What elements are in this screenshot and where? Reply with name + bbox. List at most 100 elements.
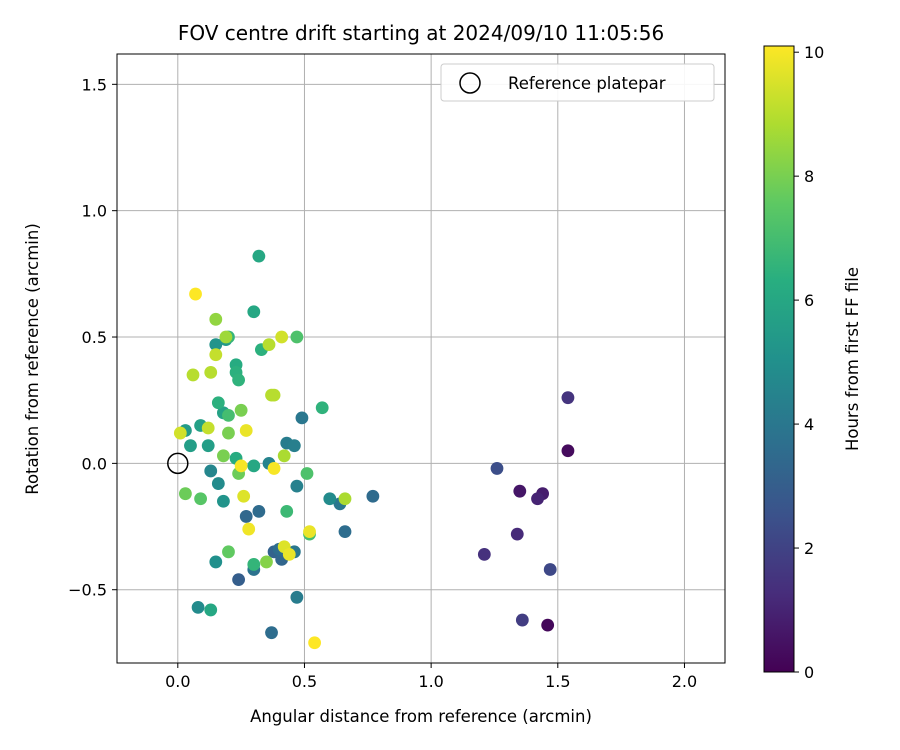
data-point (217, 494, 230, 508)
data-point (287, 439, 301, 453)
data-point (232, 373, 246, 387)
colorbar-tick-label: 2 (804, 539, 814, 558)
data-point (222, 426, 235, 440)
x-tick-label: 0.0 (165, 672, 190, 691)
data-point (191, 601, 205, 614)
data-point (179, 487, 192, 501)
data-point (515, 613, 529, 627)
y-tick-label: 0.0 (82, 454, 107, 473)
chart-title: FOV centre drift starting at 2024/09/10 … (178, 21, 664, 45)
y-tick-label: 1.5 (82, 75, 107, 94)
colorbar: 0 2 4 6 8 10 Hours from first FF file (763, 43, 862, 682)
colorbar-frame (763, 45, 795, 673)
reference-marker-group (167, 452, 189, 475)
colorbar-label: Hours from first FF file (843, 267, 862, 451)
data-point (513, 484, 527, 498)
colorbar-tick-label: 8 (804, 167, 814, 186)
data-point (490, 462, 504, 475)
data-point (561, 444, 575, 458)
data-point (217, 449, 230, 463)
x-axis-label: Angular distance from reference (arcmin) (250, 707, 592, 726)
data-point (262, 338, 276, 352)
data-point (209, 555, 223, 569)
data-point (290, 479, 304, 493)
data-point (222, 545, 235, 559)
data-point (477, 547, 491, 561)
data-point (247, 459, 261, 473)
colorbar-gradient (764, 46, 794, 672)
data-point (242, 522, 256, 536)
data-point (252, 249, 266, 263)
colorbar-tick-label: 10 (804, 43, 824, 62)
reference-platepar-marker (167, 452, 189, 475)
data-point (204, 365, 218, 379)
x-tick-label: 0.5 (292, 672, 317, 691)
legend-marker-icon (459, 72, 481, 94)
data-point (184, 439, 197, 453)
data-point (247, 305, 261, 319)
data-point (189, 287, 202, 301)
x-axis-ticks: 0.0 0.5 1.0 1.5 2.0 (165, 663, 697, 691)
data-point (234, 459, 248, 473)
legend: Reference platepar (440, 63, 715, 102)
data-point (239, 424, 253, 437)
x-tick-label: 1.0 (418, 672, 443, 691)
data-point (303, 525, 316, 538)
data-point (265, 626, 278, 640)
colorbar-tick-label: 6 (804, 291, 814, 310)
x-tick-label: 2.0 (672, 672, 697, 691)
data-point (561, 391, 575, 405)
data-point (252, 504, 266, 518)
colorbar-tick-label: 4 (804, 415, 814, 434)
data-point (267, 462, 281, 475)
data-point (308, 636, 321, 650)
data-point (211, 477, 225, 490)
data-point (194, 492, 208, 506)
data-point (260, 555, 273, 569)
legend-box (440, 63, 715, 102)
data-point (247, 558, 261, 571)
data-point (234, 403, 248, 417)
data-point (295, 411, 309, 425)
data-point (338, 492, 352, 506)
data-points (173, 249, 575, 650)
data-point (315, 401, 329, 415)
data-point (173, 426, 187, 440)
data-point (237, 489, 251, 503)
data-point (204, 603, 218, 617)
data-point (211, 396, 225, 410)
data-point (366, 489, 380, 503)
colorbar-tick-label: 0 (804, 663, 814, 682)
data-point (267, 388, 281, 402)
data-point (209, 348, 223, 362)
data-point (201, 439, 215, 453)
y-axis-label: Rotation from reference (arcmin) (23, 223, 42, 495)
data-point (531, 492, 544, 506)
y-axis-ticks: −0.5 0.0 0.5 1.0 1.5 (68, 75, 117, 600)
colorbar-ticks: 0 2 4 6 8 10 (794, 43, 824, 682)
data-point (282, 547, 296, 561)
data-point (323, 492, 337, 506)
data-point (209, 312, 223, 326)
y-tick-label: 1.0 (82, 202, 107, 221)
data-point (277, 449, 291, 463)
plot-area (117, 54, 725, 663)
data-point (239, 510, 253, 523)
data-point (232, 573, 246, 587)
data-point (541, 618, 555, 632)
data-point (300, 467, 314, 480)
data-point (290, 590, 304, 604)
y-tick-label: −0.5 (68, 581, 107, 600)
data-point (186, 368, 200, 382)
data-point (543, 563, 557, 576)
data-point (510, 527, 524, 541)
y-tick-label: 0.5 (82, 328, 107, 347)
data-point (219, 330, 233, 344)
plot-frame (116, 53, 726, 664)
data-point (222, 408, 235, 422)
data-point (204, 464, 218, 478)
data-point (290, 330, 304, 344)
legend-label-reference: Reference platepar (508, 74, 666, 93)
data-point (338, 525, 352, 538)
